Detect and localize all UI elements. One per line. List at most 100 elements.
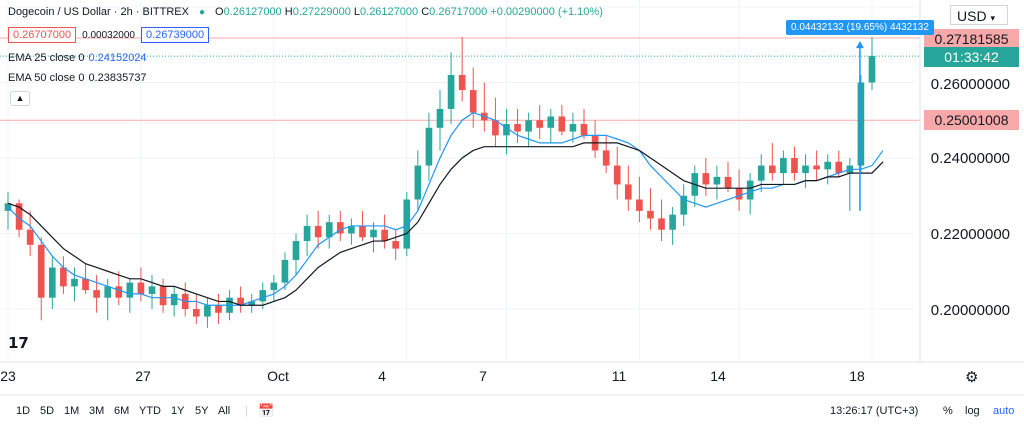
candle-body — [658, 218, 665, 230]
candle-body — [569, 124, 577, 132]
candle-body — [259, 290, 267, 302]
high-value: 0.27229000 — [292, 6, 351, 18]
candle-body — [37, 244, 45, 298]
range-5d-button[interactable]: 5D — [40, 405, 55, 417]
currency-selector[interactable]: USD ▾ — [950, 5, 1008, 25]
range-ytd-button[interactable]: YTD — [139, 405, 161, 417]
candle-body — [159, 286, 167, 306]
collapse-legend-button[interactable]: ▲ — [10, 91, 30, 106]
candle-body — [137, 282, 145, 294]
symbol-legend: Dogecoin / US Dollar · 2h · BITTREX ● O0… — [8, 6, 603, 18]
candle-body — [237, 297, 244, 306]
candle-body — [348, 225, 355, 234]
candle-body — [824, 161, 832, 170]
candle-body — [82, 278, 89, 291]
range-1d-button[interactable]: 1D — [16, 405, 31, 417]
time-tick-label: 18 — [849, 368, 865, 384]
candle-body — [314, 225, 322, 238]
symbol-title[interactable]: Dogecoin / US Dollar · 2h · BITTREX — [8, 6, 189, 18]
candle-body — [514, 124, 521, 132]
currency-label: USD — [957, 8, 987, 24]
candle-body — [414, 165, 422, 200]
ohlc-values: O0.26127000 H0.27229000 L0.26127000 C0.2… — [215, 6, 603, 18]
bid-box[interactable]: 0.26707000 — [8, 27, 77, 43]
candle-body — [370, 229, 377, 238]
range-3m-button[interactable]: 3M — [89, 405, 105, 417]
time-tick-label: 11 — [611, 368, 627, 384]
ask-box[interactable]: 0.26739000 — [140, 27, 210, 43]
candle-body — [436, 108, 444, 128]
candle-body — [636, 199, 643, 211]
timezone-clock[interactable]: 13:26:17 (UTC+3) — [830, 405, 919, 417]
open-label: O — [215, 6, 224, 18]
candle-body — [15, 203, 23, 230]
countdown-tag: 01:33:42 — [924, 47, 1019, 67]
current-price-tag: 0.27181585 — [924, 29, 1019, 49]
time-tick-label: 7 — [479, 368, 487, 384]
hline-price-tag: 0.25001008 — [924, 110, 1019, 130]
candle-body — [669, 214, 676, 230]
candle-body — [192, 309, 200, 317]
measure-tool-layer — [855, 41, 864, 211]
candle-body — [104, 286, 112, 298]
low-value: 0.26127000 — [360, 6, 419, 18]
candle-body — [425, 127, 433, 166]
candle-body — [359, 225, 366, 238]
range-6m-button[interactable]: 6M — [114, 405, 130, 417]
candle-body — [746, 180, 754, 200]
range-1y-button[interactable]: 1Y — [171, 405, 185, 417]
candle-body — [458, 74, 466, 91]
ema50-legend[interactable]: EMA 50 close 0 0.23835737 — [8, 72, 147, 84]
date-range-calendar-icon[interactable]: 📅 — [258, 403, 275, 418]
candle-body — [558, 116, 566, 132]
candle-body — [757, 165, 765, 181]
candle-body — [115, 286, 123, 298]
ema25-label: EMA 25 close 0 — [8, 52, 85, 64]
time-tick-label: 14 — [710, 368, 726, 384]
candle-body — [735, 188, 743, 200]
auto-scale-button[interactable]: auto — [993, 405, 1015, 417]
open-value: 0.26127000 — [223, 6, 282, 18]
ema25-value: 0.24152024 — [88, 52, 147, 64]
close-value: 0.26717000 +0.00290000 (+1.10%) — [429, 6, 603, 18]
settings-gear-icon[interactable]: ⚙ — [965, 369, 979, 386]
chart-grid — [0, 0, 915, 360]
candle-body — [325, 222, 333, 238]
candle-body — [547, 116, 555, 128]
candle-body — [447, 74, 455, 109]
candle-body — [868, 56, 876, 83]
candle-body — [680, 195, 688, 215]
ema50-value: 0.23835737 — [88, 72, 147, 84]
candle-body — [381, 229, 388, 242]
price-tick-label: 0.22000000 — [930, 226, 1010, 243]
candle-body — [336, 222, 344, 234]
ema-layer — [7, 112, 884, 306]
range-1m-button[interactable]: 1M — [64, 405, 80, 417]
candle-body — [492, 120, 499, 136]
candle-body — [292, 241, 300, 260]
percent-scale-button[interactable]: % — [943, 405, 953, 417]
candle-body — [248, 301, 256, 306]
chevron-down-icon: ▾ — [990, 13, 995, 23]
market-status-icon: ● — [198, 6, 205, 18]
candle-body — [303, 225, 311, 242]
candle-body — [813, 165, 820, 170]
candle-body — [835, 161, 843, 174]
candle-body — [93, 290, 100, 298]
ema25-legend[interactable]: EMA 25 close 0 0.24152024 — [8, 52, 147, 64]
candle-body — [469, 90, 477, 113]
candle-body — [503, 124, 510, 136]
range-all-button[interactable]: All — [218, 405, 231, 417]
candle-body — [71, 278, 78, 287]
log-scale-button[interactable]: log — [965, 405, 980, 417]
candle-body — [768, 165, 776, 174]
measure-result-label: 0.04432132 (19.65%) 4432132 — [786, 20, 934, 35]
candle-body — [403, 199, 411, 249]
candle-body — [170, 293, 178, 306]
range-5y-button[interactable]: 5Y — [195, 405, 209, 417]
time-tick-label: Oct — [267, 368, 289, 384]
candle-body — [724, 176, 732, 189]
measure-arrow-head — [855, 41, 864, 49]
tradingview-logo[interactable]: 17 — [8, 334, 29, 352]
